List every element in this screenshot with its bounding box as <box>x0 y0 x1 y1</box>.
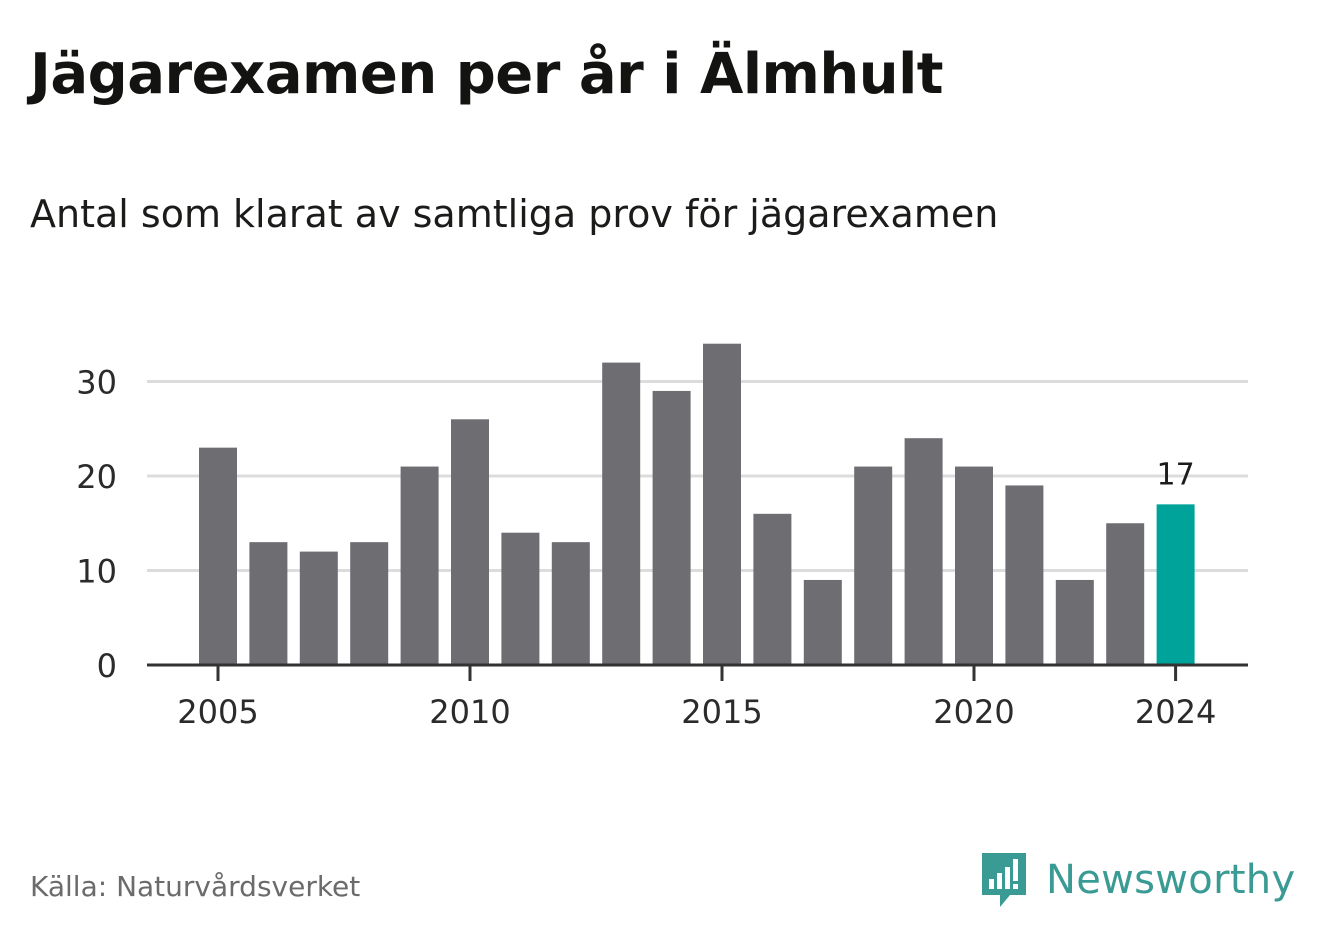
grid-lines <box>147 380 1248 572</box>
brand-name: Newsworthy <box>1046 857 1296 903</box>
bar-2009 <box>400 466 439 665</box>
data-label-2024: 17 <box>1157 457 1195 492</box>
bar-2007 <box>299 551 338 665</box>
bar-2023 <box>1106 523 1145 665</box>
bar-2013 <box>602 362 641 665</box>
x-tick-label: 2020 <box>933 693 1014 731</box>
bar-2011 <box>501 532 540 665</box>
y-tick-label: 10 <box>76 553 117 591</box>
bar-2022 <box>1055 579 1094 665</box>
newsworthy-logo-icon <box>982 853 1026 907</box>
x-tick-label: 2005 <box>177 693 258 731</box>
labels: 0 10 20 30 17 2005 2010 2015 2020 2024 <box>76 364 1216 732</box>
brand-logo: Newsworthy <box>980 850 1295 910</box>
chart-subtitle: Antal som klarat av samtliga prov för jä… <box>30 192 999 236</box>
chart-title: Jägarexamen per år i Älmhult <box>30 42 944 107</box>
bar-2021 <box>1005 485 1044 665</box>
bar-2014 <box>652 390 691 665</box>
bar-2008 <box>350 542 389 665</box>
bar-2016 <box>753 513 792 665</box>
x-tick-label: 2015 <box>681 693 762 731</box>
y-tick-label: 0 <box>97 647 117 685</box>
bar-2012 <box>551 542 590 665</box>
bar-2017 <box>803 579 842 665</box>
bar-2010 <box>451 419 489 665</box>
x-tick-label: 2024 <box>1135 693 1216 731</box>
y-tick-label: 20 <box>76 458 117 496</box>
axes <box>147 663 1248 681</box>
x-tick-label: 2010 <box>429 693 510 731</box>
bars <box>199 343 1195 665</box>
bar-2019 <box>904 438 943 665</box>
source-note: Källa: Naturvårdsverket <box>30 870 361 903</box>
bar-2015 <box>703 343 741 665</box>
bar-2020 <box>955 466 993 665</box>
y-tick-label: 30 <box>76 364 117 402</box>
bar-2018 <box>854 466 893 665</box>
bar-2024 <box>1156 504 1195 665</box>
bar-2005 <box>199 447 237 665</box>
bar-2006 <box>249 542 288 665</box>
